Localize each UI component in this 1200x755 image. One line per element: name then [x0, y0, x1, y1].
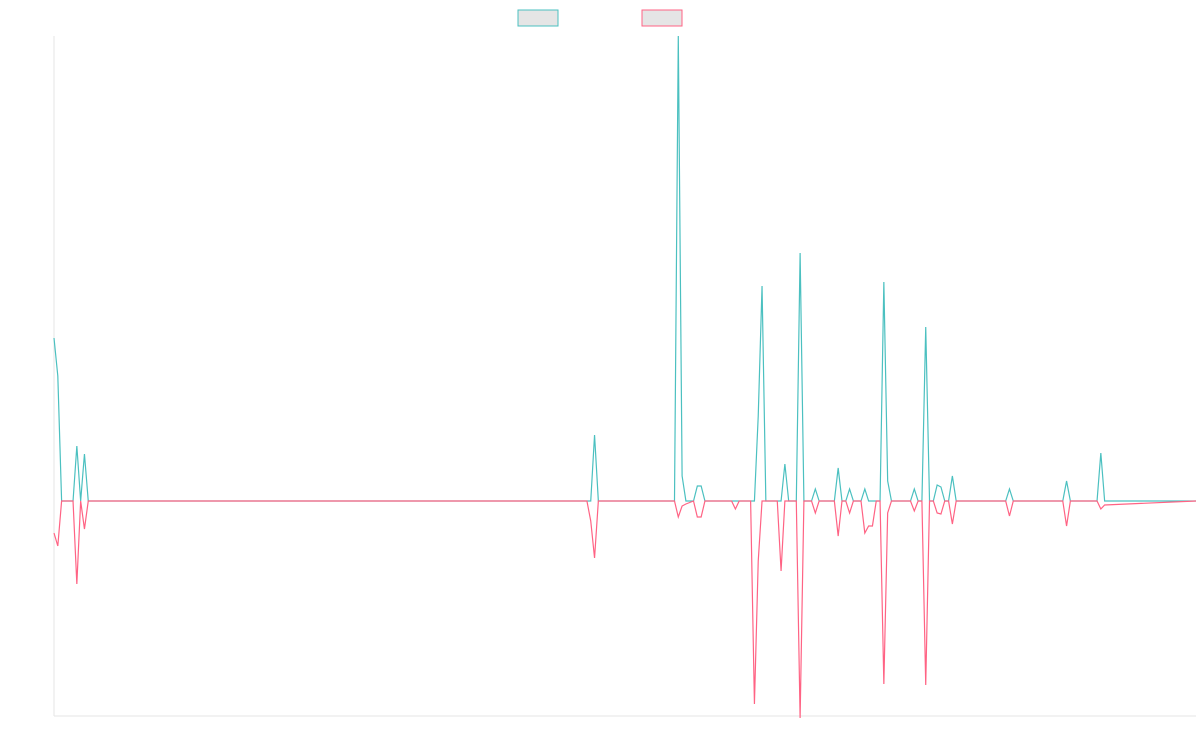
legend-item-1[interactable]: [641, 9, 683, 27]
legend-swatch-0: [517, 9, 559, 27]
legend-swatch-1: [641, 9, 683, 27]
series-layer: [53, 35, 1197, 719]
legend: [517, 9, 683, 27]
axes: [53, 36, 1196, 717]
series-line-1: [53, 500, 1197, 719]
legend-item-0[interactable]: [517, 9, 559, 27]
series-line-0: [53, 35, 1196, 502]
